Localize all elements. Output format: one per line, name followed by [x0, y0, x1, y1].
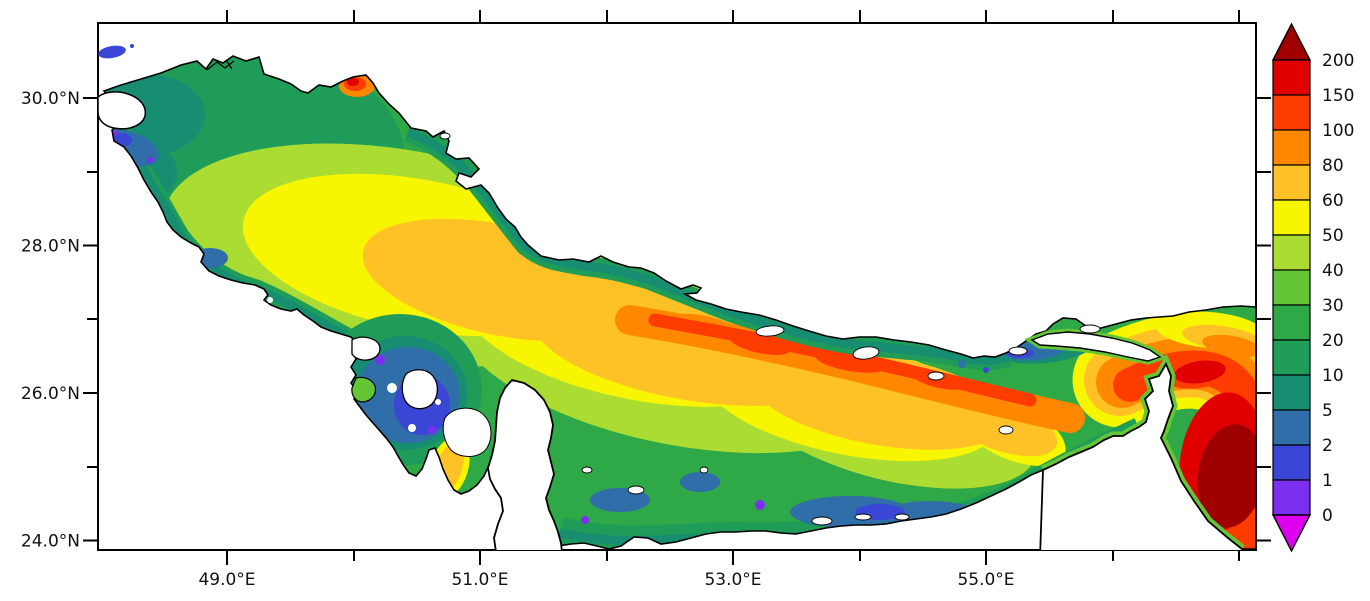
colorbar-label: 50 [1322, 226, 1344, 246]
coastal-bank [351, 376, 377, 403]
colorbar-box [1272, 304, 1311, 341]
colorbar-under-arrow [1271, 514, 1312, 553]
colorbar-box [1272, 479, 1311, 516]
axis-ticks [83, 10, 1271, 565]
y-axis-labels: 30.0°N 28.0°N 26.0°N 24.0°N [21, 89, 80, 552]
colorbar-label: 60 [1322, 191, 1344, 211]
colorbar-label: 100 [1322, 121, 1354, 141]
x-tick-label: 55.0°E [957, 570, 1014, 590]
colorbar-label: 1 [1322, 471, 1333, 491]
colorbar-box [1272, 234, 1311, 271]
colorbar-box [1272, 409, 1311, 446]
colorbar-label: 20 [1322, 331, 1344, 351]
colorbar-labels: 200 150 100 80 60 50 40 30 20 10 5 2 1 0 [1322, 51, 1354, 526]
gulf-of-oman-maximum [1197, 424, 1256, 528]
qatar-peninsula [487, 378, 563, 550]
colorbar-label: 150 [1322, 86, 1354, 106]
colorbar-label: 5 [1322, 401, 1333, 421]
x-axis-labels: 49.0°E 51.0°E 53.0°E 55.0°E [198, 570, 1014, 590]
small-islands [439, 132, 1101, 526]
y-tick-label: 30.0°N [21, 89, 80, 109]
x-tick-label: 53.0°E [704, 570, 761, 590]
y-tick-label: 28.0°N [21, 237, 80, 257]
y-tick-label: 24.0°N [21, 532, 80, 552]
qeshm-island [1030, 331, 1162, 362]
x-tick-label: 51.0°E [451, 570, 508, 590]
colorbar-box [1272, 374, 1311, 411]
colorbar-box [1272, 164, 1311, 201]
colorbar-box [1272, 269, 1311, 306]
colorbar-box [1272, 59, 1311, 96]
x-tick-label: 49.0°E [198, 570, 255, 590]
colorbar: 200 150 100 80 60 50 40 30 20 10 5 2 1 0 [1271, 22, 1354, 553]
colorbar-box [1272, 444, 1311, 481]
colorbar-box [1272, 94, 1311, 131]
colorbar-over-arrow [1271, 22, 1312, 61]
colorbar-label: 200 [1322, 51, 1354, 71]
shatt-al-arab-delta [206, 59, 235, 71]
colorbar-label: 80 [1322, 156, 1344, 176]
colorbar-label: 10 [1322, 366, 1344, 386]
north-coast-hotspot [339, 75, 375, 97]
colorbar-label: 40 [1322, 261, 1344, 281]
colorbar-label: 2 [1322, 436, 1333, 456]
marsh-speck [98, 45, 126, 59]
shoal-speckles [267, 297, 441, 432]
musandam-peninsula [1039, 361, 1244, 550]
bahrain-island [401, 369, 439, 410]
colorbar-label: 30 [1322, 296, 1344, 316]
colorbar-label: 0 [1322, 506, 1333, 526]
ras-tanura-peninsula [351, 336, 381, 361]
y-tick-label: 26.0°N [21, 384, 80, 404]
bubiyan-island [98, 91, 147, 130]
hormuz-arc [1072, 311, 1256, 549]
colorbar-box [1272, 339, 1311, 376]
colorbar-box [1272, 129, 1311, 166]
shoal-west-of-qatar [442, 407, 492, 457]
colorbar-box [1272, 199, 1311, 236]
